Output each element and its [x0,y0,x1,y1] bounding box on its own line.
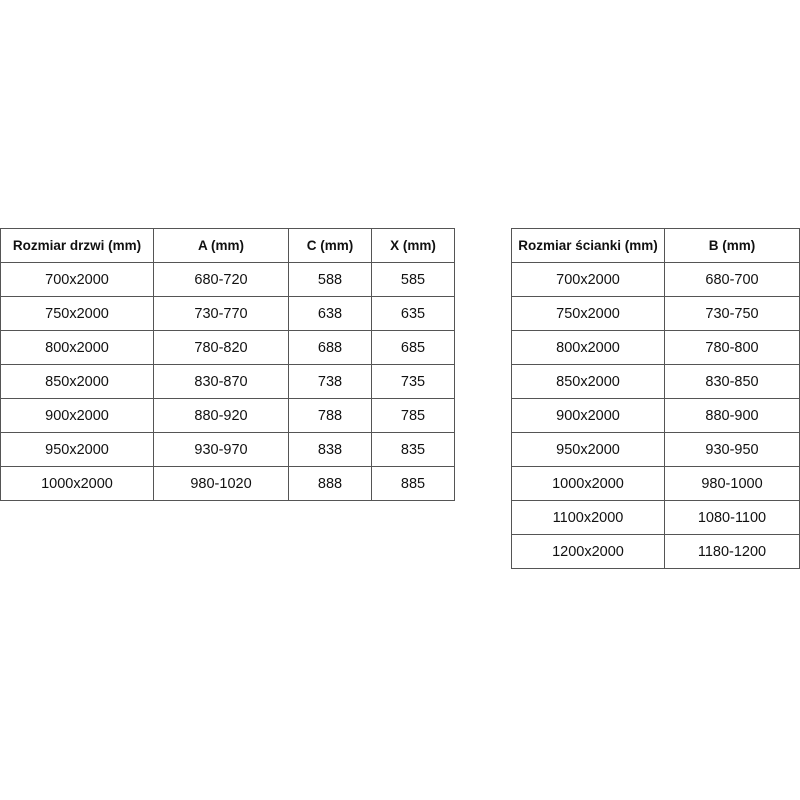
table-row: 900x2000 880-920 788 785 [0,398,455,433]
table-cell: 730-770 [153,296,289,331]
table-cell: 700x2000 [511,262,665,297]
table-cell: 1100x2000 [511,500,665,535]
table-cell: 780-820 [153,330,289,365]
table-cell: 850x2000 [511,364,665,399]
table-cell: 980-1000 [664,466,800,501]
column-header: Rozmiar ścianki (mm) [511,228,665,263]
table-cell: 930-970 [153,432,289,467]
table-cell: 888 [288,466,372,501]
table-cell: 685 [371,330,455,365]
table-cell: 880-920 [153,398,289,433]
table-cell: 830-850 [664,364,800,399]
table-row: 800x2000 780-800 [511,330,800,365]
table-cell: 680-700 [664,262,800,297]
table-cell: 880-900 [664,398,800,433]
table-cell: 785 [371,398,455,433]
table-header-row: Rozmiar ścianki (mm) B (mm) [511,228,800,263]
column-header: X (mm) [371,228,455,263]
table-cell: 585 [371,262,455,297]
table-row: 950x2000 930-950 [511,432,800,467]
table-row: 750x2000 730-770 638 635 [0,296,455,331]
table-row: 1200x2000 1180-1200 [511,534,800,569]
table-row: 900x2000 880-900 [511,398,800,433]
column-header: Rozmiar drzwi (mm) [0,228,154,263]
table-cell: 1180-1200 [664,534,800,569]
table-row: 700x2000 680-720 588 585 [0,262,455,297]
table-cell: 900x2000 [511,398,665,433]
table-cell: 750x2000 [511,296,665,331]
table-cell: 885 [371,466,455,501]
table-row: 800x2000 780-820 688 685 [0,330,455,365]
table-cell: 850x2000 [0,364,154,399]
table-row: 850x2000 830-850 [511,364,800,399]
table-cell: 750x2000 [0,296,154,331]
table-cell: 635 [371,296,455,331]
door-size-table: Rozmiar drzwi (mm) A (mm) C (mm) X (mm) 700… [0,228,455,501]
table-cell: 788 [288,398,372,433]
table-cell: 838 [288,432,372,467]
table-cell: 735 [371,364,455,399]
table-cell: 900x2000 [0,398,154,433]
table-row: 1000x2000 980-1020 888 885 [0,466,455,501]
table-cell: 730-750 [664,296,800,331]
table-cell: 800x2000 [0,330,154,365]
table-row: 1100x2000 1080-1100 [511,500,800,535]
table-row: 700x2000 680-700 [511,262,800,297]
table-cell: 950x2000 [511,432,665,467]
table-row: 750x2000 730-750 [511,296,800,331]
table-cell: 830-870 [153,364,289,399]
table-row: 850x2000 830-870 738 735 [0,364,455,399]
table-header-row: Rozmiar drzwi (mm) A (mm) C (mm) X (mm) [0,228,455,263]
wall-size-table: Rozmiar ścianki (mm) B (mm) 700x2000 680-7… [511,228,800,569]
table-cell: 700x2000 [0,262,154,297]
table-cell: 1000x2000 [511,466,665,501]
table-cell: 950x2000 [0,432,154,467]
table-cell: 680-720 [153,262,289,297]
column-header: C (mm) [288,228,372,263]
table-cell: 638 [288,296,372,331]
table-row: 1000x2000 980-1000 [511,466,800,501]
table-cell: 738 [288,364,372,399]
column-header: B (mm) [664,228,800,263]
table-cell: 688 [288,330,372,365]
table-cell: 780-800 [664,330,800,365]
table-cell: 588 [288,262,372,297]
column-header: A (mm) [153,228,289,263]
table-cell: 930-950 [664,432,800,467]
table-cell: 1200x2000 [511,534,665,569]
table-cell: 1080-1100 [664,500,800,535]
table-cell: 800x2000 [511,330,665,365]
table-cell: 835 [371,432,455,467]
table-row: 950x2000 930-970 838 835 [0,432,455,467]
table-cell: 1000x2000 [0,466,154,501]
table-cell: 980-1020 [153,466,289,501]
